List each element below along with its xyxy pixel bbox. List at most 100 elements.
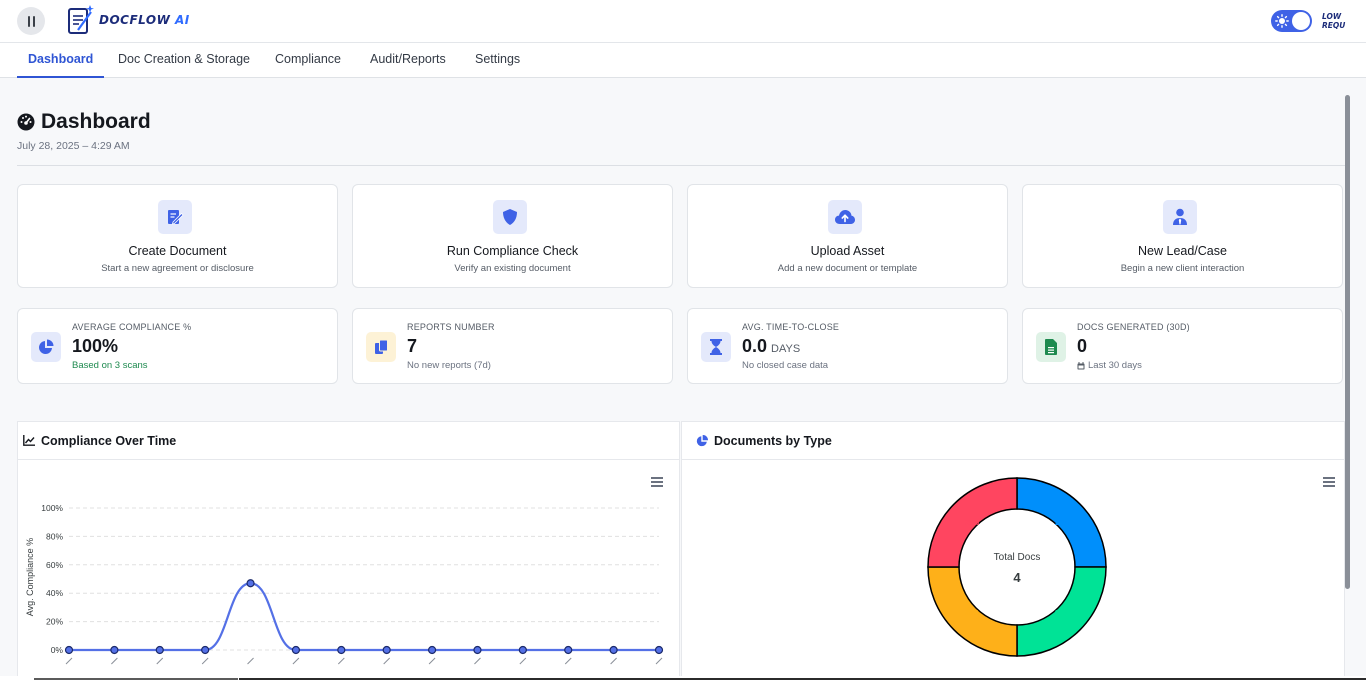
- data-point[interactable]: [291, 645, 301, 655]
- page-title: Dashboard: [41, 110, 151, 133]
- page-header: Dashboard: [17, 110, 151, 134]
- panel-title: Documents by Type: [714, 433, 832, 448]
- data-point[interactable]: [564, 645, 573, 655]
- stat-label: DOCS GENERATED (30D): [1077, 322, 1190, 332]
- cloud-upload-icon: [828, 200, 862, 234]
- stat-subtext: Based on 3 scans: [72, 360, 148, 371]
- app-logo[interactable]: DOCFLOW AI: [66, 4, 190, 36]
- x-tick-label: [65, 657, 73, 665]
- shield-icon: [493, 200, 527, 234]
- x-tick-label: [111, 657, 118, 665]
- slice-label: 25%: [1055, 520, 1070, 527]
- page-scrollbar[interactable]: [1345, 95, 1350, 589]
- reports-number-card: REPORTS NUMBER 7 No new reports (7d): [352, 308, 673, 384]
- tab-compliance[interactable]: Compliance: [275, 52, 342, 66]
- compliance-line-chart: 0% 20% 40% 60% 80% 100% Avg. Compliance %: [25, 503, 664, 665]
- data-point[interactable]: [382, 645, 391, 655]
- action-title: Create Document: [128, 244, 227, 258]
- pie-chart-icon: [696, 434, 708, 446]
- stat-value: 100%: [72, 336, 119, 356]
- y-tick-label: 100%: [41, 503, 63, 513]
- panel-title: Compliance Over Time: [41, 433, 177, 448]
- new-lead-case-card[interactable]: New Lead/Case Begin a new client interac…: [1022, 184, 1343, 288]
- action-subtitle: Verify an existing document: [454, 263, 571, 274]
- slice-label: 25%: [965, 520, 980, 527]
- file-sheet-icon: [1036, 332, 1066, 362]
- calendar-icon: [1077, 361, 1085, 369]
- slice-label: 25%: [965, 610, 980, 617]
- avg-time-to-close-card: AVG. TIME-TO-CLOSE 0.0 DAYS No closed cas…: [687, 308, 1008, 384]
- stat-subtext: Last 30 days: [1077, 360, 1142, 371]
- action-title: Upload Asset: [810, 244, 885, 258]
- action-subtitle: Start a new agreement or disclosure: [101, 263, 254, 274]
- y-tick-label: 80%: [46, 531, 63, 541]
- documents-donut-chart: 25% 25% 25% 25% Total Docs 4: [927, 477, 1107, 657]
- x-tick-label: [564, 657, 572, 665]
- x-tick-label: [383, 657, 391, 665]
- gauge-icon: [17, 113, 35, 131]
- tab-settings[interactable]: Settings: [475, 52, 521, 66]
- action-title: Run Compliance Check: [446, 244, 579, 258]
- data-point[interactable]: [110, 645, 119, 655]
- run-compliance-check-card[interactable]: Run Compliance Check Verify an existing …: [352, 184, 673, 288]
- stat-subtext: No new reports (7d): [407, 360, 491, 371]
- donut-center-label: Total Docs: [994, 552, 1041, 563]
- x-tick-label: [519, 657, 527, 665]
- stat-label: REPORTS NUMBER: [407, 322, 495, 332]
- donut-slice[interactable]: [927, 477, 1018, 568]
- average-compliance-card: AVERAGE COMPLIANCE % 100% Based on 3 sca…: [17, 308, 338, 384]
- chart-menu-button[interactable]: [651, 477, 663, 487]
- stat-unit: DAYS: [771, 343, 801, 355]
- x-tick-label: [428, 657, 436, 665]
- page-date: July 28, 2025 – 4:29 AM: [17, 140, 130, 152]
- stat-subtext: No closed case data: [742, 360, 829, 371]
- tab-dashboard[interactable]: Dashboard: [17, 43, 105, 78]
- data-point[interactable]: [473, 645, 482, 655]
- sidebar-toggle-button[interactable]: [17, 7, 45, 35]
- stat-label: AVG. TIME-TO-CLOSE: [742, 322, 840, 332]
- compliance-over-time-panel: Compliance Over Time 0% 20% 40% 60% 80% 100% …: [17, 421, 680, 680]
- x-tick-label: [610, 657, 617, 665]
- documents-by-type-panel: Documents by Type 25% 25% 25% 25% Total Doc…: [681, 421, 1345, 680]
- data-point[interactable]: [201, 645, 210, 655]
- slice-label: 25%: [1055, 610, 1070, 617]
- data-point[interactable]: [518, 645, 527, 655]
- stat-value: 0: [1077, 336, 1088, 356]
- panel-header: Compliance Over Time: [18, 422, 679, 460]
- bottom-strip: [0, 676, 1366, 680]
- data-point[interactable]: [337, 645, 346, 655]
- data-point[interactable]: [155, 645, 164, 655]
- hourglass-icon: [701, 332, 731, 362]
- tab-doc-creation-storage[interactable]: Doc Creation & Storage: [118, 52, 251, 66]
- tab-audit-reports[interactable]: Audit/Reports: [370, 52, 446, 66]
- stat-value: 7: [407, 336, 418, 356]
- create-document-card[interactable]: Create Document Start a new agreement or…: [17, 184, 338, 288]
- x-tick-label: [201, 657, 209, 665]
- data-point[interactable]: [654, 645, 664, 655]
- user-tie-icon: [1163, 200, 1197, 234]
- chart-menu-button[interactable]: [1323, 477, 1335, 487]
- panel-header: Documents by Type: [682, 422, 1344, 460]
- x-tick-label: [474, 657, 481, 665]
- upload-asset-card[interactable]: Upload Asset Add a new document or templ…: [687, 184, 1008, 288]
- copy-icon: [366, 332, 396, 362]
- pie-chart-icon: [31, 332, 61, 362]
- data-point[interactable]: [246, 579, 255, 588]
- partner-logo: LOW REQU: [1322, 12, 1346, 30]
- y-tick-label: 40%: [46, 588, 63, 598]
- theme-toggle[interactable]: [1271, 10, 1312, 32]
- edit-document-icon: [158, 200, 192, 234]
- x-tick-label: [247, 657, 254, 665]
- action-subtitle: Begin a new client interaction: [1120, 263, 1245, 274]
- stat-value: 0.0 DAYS: [742, 336, 801, 356]
- y-tick-label: 20%: [46, 617, 63, 627]
- data-point[interactable]: [609, 645, 618, 655]
- x-tick-label: [292, 657, 300, 665]
- action-subtitle: Add a new document or template: [777, 263, 918, 274]
- toggle-knob: [1292, 12, 1310, 30]
- y-tick-label: 60%: [46, 560, 63, 570]
- data-point[interactable]: [427, 645, 437, 655]
- data-point[interactable]: [64, 645, 74, 655]
- sun-icon: [1275, 14, 1289, 28]
- x-tick-label: [337, 657, 345, 665]
